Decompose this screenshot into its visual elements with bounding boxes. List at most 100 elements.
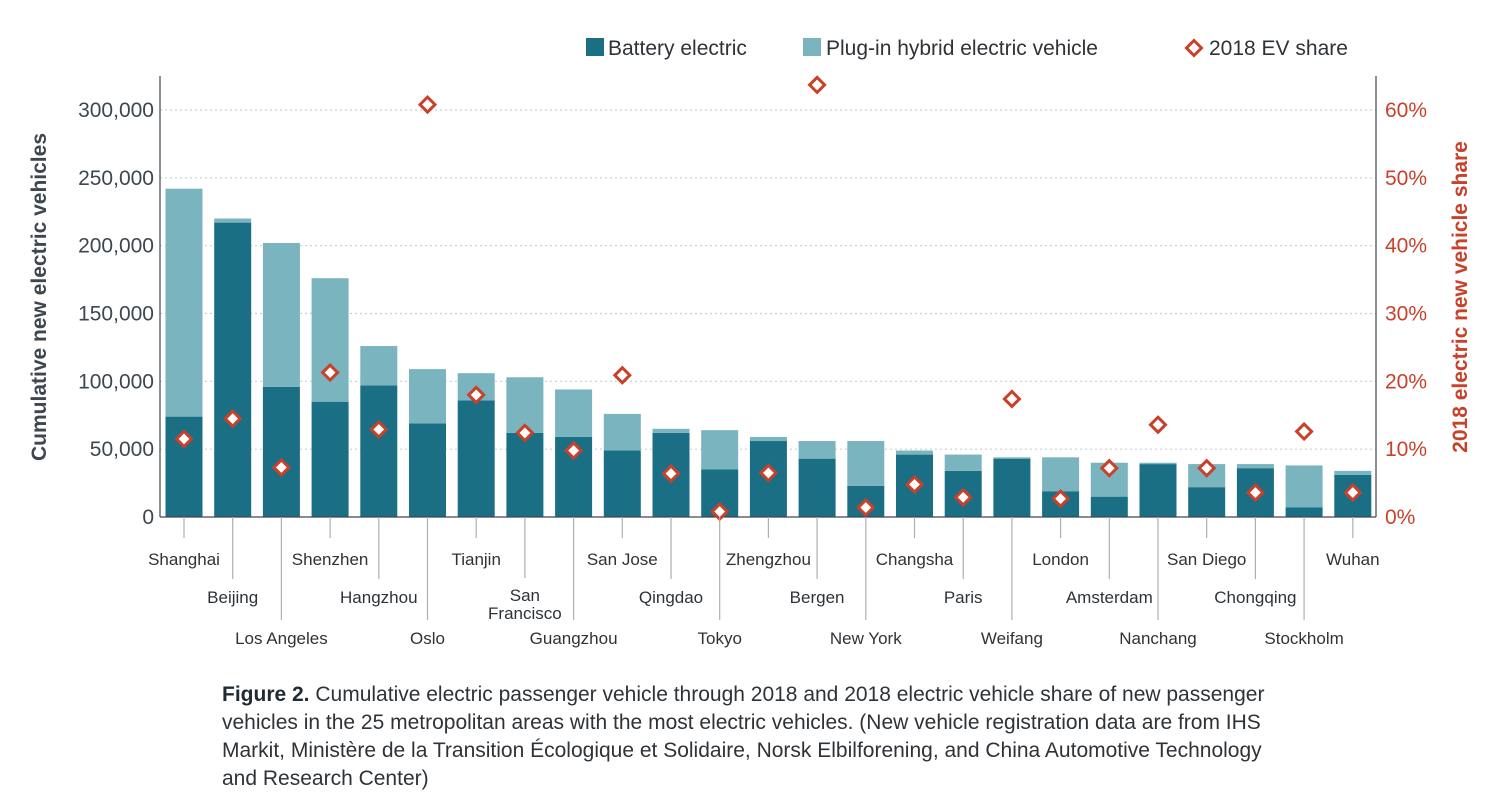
figure-caption: Figure 2. Cumulative electric passenger … [222, 681, 1302, 793]
ev-share-marker [1099, 458, 1119, 478]
y-tick-label-left: 200,000 [78, 235, 154, 258]
x-tick-label: Shanghai [148, 550, 220, 569]
ev-share-marker [1197, 458, 1217, 478]
ev-share-marker [320, 362, 340, 383]
bar-plug-in-hybrid [360, 346, 398, 386]
bar-plug-in-hybrid [409, 369, 446, 424]
bar-plug-in-hybrid [165, 188, 203, 417]
bar-plug-in-hybrid [603, 413, 641, 451]
x-tick-label: Nanchang [1119, 629, 1197, 648]
x-tick-label: Paris [944, 588, 983, 607]
bar-plug-in-hybrid [847, 441, 885, 486]
ev-share-marker [612, 365, 632, 385]
legend-swatch-plug-in-hybrid [803, 38, 821, 56]
bar-battery-electric [457, 400, 495, 517]
share-markers [174, 75, 1363, 522]
x-tick-label: Qingdao [639, 588, 703, 607]
y-tick-label-left: 0 [142, 506, 154, 529]
ev-share-marker [758, 463, 779, 483]
bar-plug-in-hybrid [1236, 464, 1274, 469]
bar-plug-in-hybrid [311, 278, 349, 402]
ev-share-marker [369, 419, 389, 440]
bar-plug-in-hybrid [1285, 465, 1323, 508]
y-tick-label-left: 100,000 [78, 370, 154, 393]
ev-chart: 0 50,000 100,000 150,000 200,000 250,000 300,0… [28, 37, 1472, 648]
ev-share-marker [904, 474, 925, 495]
caption-label: Figure 2. [222, 683, 310, 706]
bar-plug-in-hybrid [555, 389, 593, 437]
bar-plug-in-hybrid [262, 242, 300, 387]
y-tick-label-right: 40% [1385, 235, 1427, 258]
y-tick-label-right: 10% [1385, 438, 1427, 461]
x-tick-label: Guangzhou [530, 629, 618, 648]
x-tick-label: Wuhan [1326, 550, 1380, 569]
y-tick-label-right: 60% [1385, 99, 1427, 122]
x-tick-label: Francisco [488, 604, 562, 623]
bar-battery-electric [409, 423, 446, 517]
bar-battery-electric [798, 458, 836, 517]
y-tick-label-left: 300,000 [78, 99, 154, 122]
ev-share-marker [515, 423, 535, 443]
ev-share-marker [807, 75, 827, 95]
ev-share-marker [1245, 482, 1266, 503]
x-tick-label: Tianjin [451, 550, 500, 569]
x-tick-label: San [510, 586, 540, 605]
x-tick-label: Chongqing [1214, 588, 1296, 607]
bar-battery-electric [506, 432, 544, 517]
x-tick-label: Stockholm [1264, 629, 1343, 648]
ev-share-marker [1294, 421, 1314, 442]
y-axis-label-left: Cumulative new electric vehicles [28, 133, 51, 461]
ev-share-marker [1148, 415, 1168, 435]
bar-battery-electric [993, 458, 1031, 517]
ev-share-marker [563, 440, 584, 461]
bar-battery-electric [603, 450, 641, 517]
legend-label-plug-in-hybrid: Plug-in hybrid electric vehicle [826, 37, 1098, 60]
bar-battery-electric [1188, 487, 1226, 517]
x-tick-label: Beijing [207, 588, 258, 607]
y-tick-label-right: 0% [1385, 506, 1415, 529]
caption-text: Cumulative electric passenger vehicle th… [222, 683, 1265, 790]
x-tick-label: Bergen [790, 588, 845, 607]
x-tick-label: Los Angeles [235, 629, 328, 648]
bar-plug-in-hybrid [652, 428, 690, 433]
legend: Battery electric Plug-in hybrid electric … [586, 37, 1348, 60]
bar-battery-electric [360, 385, 398, 517]
ev-share-marker [661, 463, 681, 484]
bar-battery-electric [1285, 507, 1323, 517]
legend-swatch-battery-electric [586, 38, 604, 56]
axes: 0 50,000 100,000 150,000 200,000 250,000 300,0… [78, 76, 1427, 529]
x-tick-label: Oslo [410, 629, 445, 648]
ev-share-marker [174, 429, 194, 449]
x-tick-label: Hangzhou [340, 588, 418, 607]
x-labels: Shanghai Beijing Los Angeles Shenzhen Hangzh… [148, 517, 1380, 648]
y-axis-label-right: 2018 electric new vehicle share [1449, 141, 1472, 453]
x-tick-label: Changsha [876, 550, 954, 569]
bar-battery-electric [214, 222, 252, 517]
bar-plug-in-hybrid [214, 218, 252, 223]
bar-battery-electric [1090, 496, 1128, 517]
x-tick-label: Shenzhen [292, 550, 369, 569]
bar-plug-in-hybrid [798, 441, 836, 459]
ev-share-marker [271, 457, 292, 478]
y-tick-label-left: 250,000 [78, 167, 154, 190]
y-tick-label-right: 20% [1385, 370, 1427, 393]
legend-marker-ev-share [1184, 38, 1204, 58]
bar-plug-in-hybrid [1042, 457, 1080, 492]
y-tick-label-left: 150,000 [78, 303, 154, 326]
y-tick-label-right: 50% [1385, 167, 1427, 190]
y-tick-label-left: 50,000 [90, 438, 154, 461]
bar-plug-in-hybrid [1334, 470, 1372, 475]
ev-share-marker [466, 385, 486, 405]
x-tick-label: Zhengzhou [726, 550, 811, 569]
bar-plug-in-hybrid [896, 450, 933, 455]
x-tick-label: Weifang [981, 629, 1043, 648]
ev-share-marker [417, 94, 438, 115]
x-tick-label: Amsterdam [1066, 588, 1153, 607]
bars [165, 188, 1372, 517]
bar-plug-in-hybrid [993, 457, 1031, 459]
legend-label-battery-electric: Battery electric [608, 37, 747, 60]
bar-battery-electric [1139, 464, 1177, 517]
bar-plug-in-hybrid [749, 436, 787, 442]
ev-share-marker [1002, 389, 1022, 409]
x-tick-label: San Jose [587, 550, 658, 569]
